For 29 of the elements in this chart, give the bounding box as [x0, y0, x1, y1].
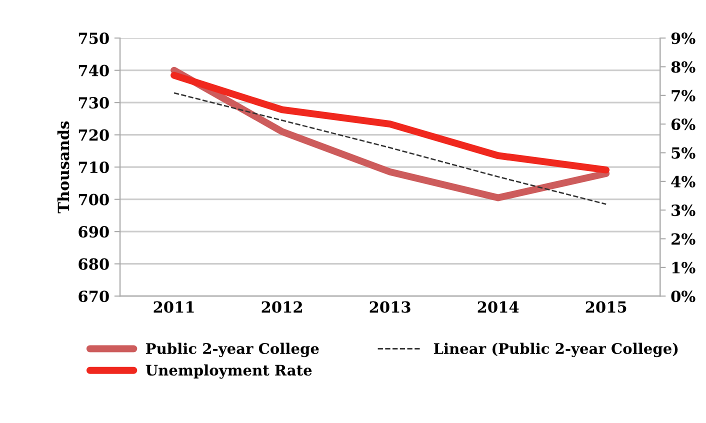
- y-tick-label: 720: [78, 129, 109, 141]
- y-tick-label: 740: [78, 64, 109, 76]
- x-tick-label: 2015: [586, 301, 626, 313]
- x-tick-label: 2013: [370, 301, 410, 313]
- line-series: [173, 92, 607, 205]
- y-tick-label: 680: [78, 258, 109, 270]
- y2-tick-label: 4%: [671, 176, 696, 188]
- y2-tick-label: 2%: [672, 233, 696, 245]
- legend-label: Linear (Public 2-year College): [434, 342, 678, 358]
- y2-tick-label: 1%: [672, 262, 696, 274]
- x-tick-label: 2014: [478, 301, 519, 313]
- y2-tick-label: 5%: [672, 147, 696, 159]
- y2-tick-label: 0%: [671, 290, 696, 302]
- y-tick-label: 700: [78, 194, 109, 206]
- legend-label: Public 2-year College: [146, 342, 319, 358]
- y-tick-label: 750: [78, 32, 109, 44]
- y-axis-title: Thousands: [57, 121, 70, 214]
- y-tick-label: 690: [78, 226, 109, 238]
- legend-label: Unemployment Rate: [146, 364, 312, 379]
- y-tick-label: 730: [78, 97, 109, 109]
- x-tick-label: 2011: [154, 301, 194, 313]
- x-tick-label: 2012: [262, 301, 302, 313]
- y2-tick-label: 8%: [671, 61, 696, 73]
- y2-tick-label: 3%: [672, 204, 696, 216]
- y-tick-label: 710: [78, 162, 109, 174]
- y2-tick-label: 9%: [671, 32, 696, 44]
- y2-tick-label: 7%: [672, 90, 696, 102]
- y-tick-label: 670: [78, 290, 109, 302]
- y2-tick-label: 6%: [671, 118, 696, 130]
